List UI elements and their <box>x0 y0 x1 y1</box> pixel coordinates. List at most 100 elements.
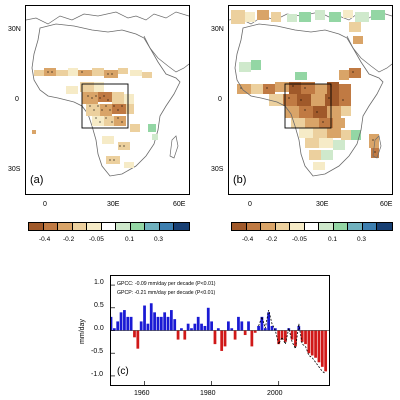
timeseries-bar <box>111 316 113 331</box>
map-b-ytick-30s: 30S <box>211 166 224 173</box>
timeseries-bar <box>233 330 237 340</box>
timeseries-bar <box>213 330 217 345</box>
map-a-madagascar <box>169 135 179 159</box>
colorbar-swatch <box>43 223 59 230</box>
map-b-panel-label: (b) <box>233 174 247 186</box>
timeseries-ytick-0: 0.0 <box>94 325 104 332</box>
colorbar-a-label-01: 0.1 <box>125 236 135 243</box>
timeseries-bar <box>163 312 167 331</box>
colorbar-swatch <box>377 223 392 230</box>
timeseries-bar <box>180 328 183 331</box>
timeseries-bar <box>220 330 224 351</box>
timeseries-bar <box>237 316 240 331</box>
colorbar-b-label-01: 0.1 <box>328 236 338 243</box>
timeseries-svg <box>111 284 329 385</box>
map-b-study-box <box>284 83 332 129</box>
timeseries-bar <box>123 310 126 331</box>
timeseries-bar <box>186 323 190 331</box>
timeseries-bar <box>223 330 227 347</box>
timeseries-bar <box>216 328 220 331</box>
timeseries-bar <box>193 323 197 331</box>
map-a-xtick-30e: 30E <box>107 201 120 208</box>
timeseries-bar <box>149 303 153 331</box>
timeseries-ytick-neg1: -1.0 <box>91 371 104 378</box>
timeseries-bar <box>243 330 247 336</box>
colorbar-swatch <box>304 223 320 230</box>
timeseries-xtick-1980: 1980 <box>200 390 216 397</box>
timeseries-bar <box>277 330 281 345</box>
map-a-xtick-60e: 60E <box>173 201 186 208</box>
colorbar-swatch <box>130 223 146 230</box>
colorbar-swatch <box>29 223 44 230</box>
timeseries-bar <box>314 330 317 358</box>
timeseries-bar <box>183 330 187 340</box>
colorbar-a <box>28 222 190 231</box>
timeseries-ylabel: mm/day <box>78 319 86 344</box>
timeseries-bar <box>126 316 130 331</box>
timeseries-bar <box>169 310 173 331</box>
map-a-europe-coast <box>26 11 189 25</box>
timeseries-bar <box>200 323 203 331</box>
timeseries-panel-label: (c) <box>117 366 129 377</box>
timeseries-bar <box>240 321 244 331</box>
timeseries-bar <box>284 330 287 342</box>
timeseries-bar <box>166 316 170 331</box>
timeseries-ytick-neg05: -0.5 <box>91 348 104 355</box>
colorbar-swatch <box>116 223 131 230</box>
timeseries-gpcp-line <box>258 309 326 374</box>
timeseries-bar <box>159 316 163 331</box>
timeseries-bar <box>250 330 254 347</box>
timeseries-bar <box>146 323 150 331</box>
timeseries-bar <box>143 305 146 331</box>
map-a-ytick-0: 0 <box>15 96 19 103</box>
map-b-africa-coast <box>234 23 384 177</box>
map-a-xtick-0: 0 <box>43 201 47 208</box>
timeseries-bar <box>273 328 277 331</box>
timeseries-note-gpcp: GPCP: -0.21 mm/day per decade (P<0.01) <box>117 290 216 296</box>
timeseries-bar <box>210 321 213 331</box>
colorbar-swatch <box>72 223 88 230</box>
timeseries-bar <box>320 330 324 367</box>
timeseries-bar <box>257 325 260 331</box>
timeseries-bar <box>206 307 210 331</box>
colorbar-a-label-neg005: -0.05 <box>89 236 104 243</box>
colorbar-swatch <box>362 223 378 230</box>
timeseries-bar <box>190 328 193 331</box>
map-panel-a: (a) <box>25 5 190 195</box>
timeseries-bar <box>133 330 136 338</box>
timeseries-bar <box>267 312 271 331</box>
timeseries-bar <box>129 316 133 331</box>
colorbar-swatch <box>348 223 363 230</box>
timeseries-bar <box>119 312 123 331</box>
colorbar-swatch <box>145 223 160 230</box>
timeseries-bar <box>203 325 207 331</box>
map-b-xtick-60e: 60E <box>380 201 393 208</box>
timeseries-bar <box>196 316 200 331</box>
timeseries-bar <box>307 330 311 354</box>
timeseries-bar <box>310 330 314 356</box>
colorbar-swatch <box>232 223 247 230</box>
colorbar-swatch <box>87 223 102 230</box>
timeseries-bar <box>294 330 297 347</box>
map-a-ytick-30n: 30N <box>8 26 21 33</box>
timeseries-bar <box>156 316 160 331</box>
map-a-study-box <box>81 83 129 129</box>
timeseries-bar <box>116 321 120 331</box>
timeseries-bar <box>304 330 307 345</box>
timeseries-bar <box>270 325 274 331</box>
colorbar-swatch <box>319 223 334 230</box>
timeseries-bar <box>300 330 304 342</box>
timeseries-bar <box>112 328 116 331</box>
timeseries-bar <box>290 330 294 340</box>
colorbar-swatch <box>58 223 73 230</box>
timeseries-xtick-1960: 1960 <box>134 390 150 397</box>
map-a-svg <box>26 11 189 177</box>
timeseries-bar <box>260 316 264 331</box>
colorbar-b-label-neg005: -0.05 <box>292 236 307 243</box>
timeseries-bar <box>153 312 156 331</box>
map-b-ytick-30n: 30N <box>211 26 224 33</box>
colorbar-swatch <box>290 223 305 230</box>
colorbar-swatch <box>261 223 276 230</box>
colorbar-a-label-03: 0.3 <box>154 236 164 243</box>
colorbar-swatch <box>159 223 175 230</box>
